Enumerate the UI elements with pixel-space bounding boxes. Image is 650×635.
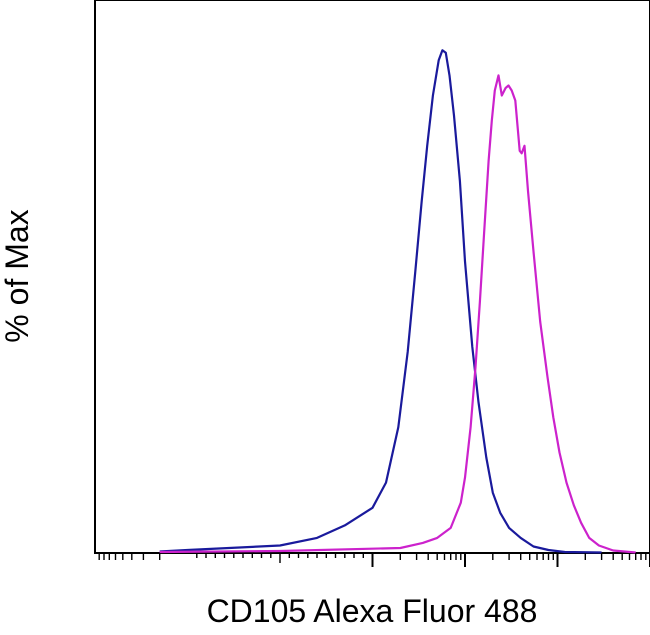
x-axis bbox=[98, 553, 650, 567]
plot-frame bbox=[94, 0, 650, 554]
y-axis-label: % of Max bbox=[0, 209, 35, 342]
series-layer bbox=[159, 49, 636, 554]
series-line-2 bbox=[159, 74, 636, 554]
plot-area bbox=[94, 0, 650, 554]
x-axis-label: CD105 Alexa Fluor 488 bbox=[207, 593, 538, 629]
series-line-1 bbox=[159, 49, 602, 554]
x-axis-ticks bbox=[98, 553, 650, 567]
